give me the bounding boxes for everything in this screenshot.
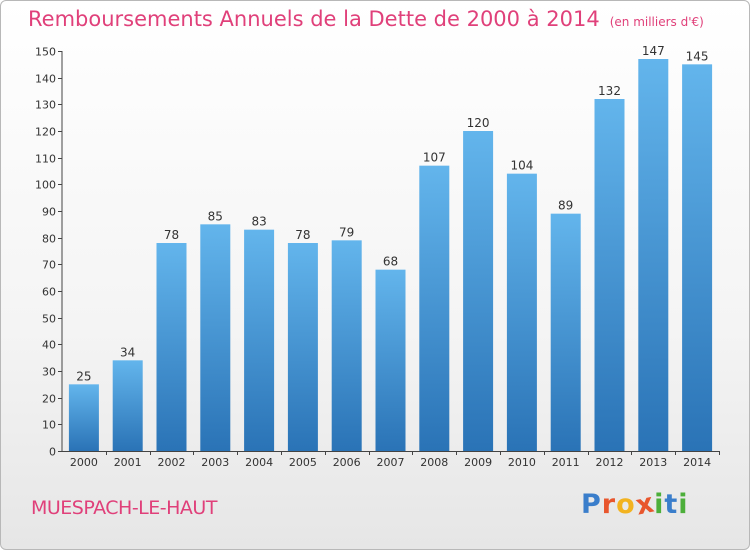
x-tick-label: 2007 — [377, 456, 405, 469]
data-label: 104 — [510, 159, 533, 173]
logo-letter: r — [601, 489, 617, 520]
bar-2007 — [375, 269, 406, 451]
bar-2003 — [200, 224, 231, 451]
y-tick-label: 80 — [42, 233, 56, 246]
bar-2013 — [638, 59, 669, 451]
chart-bars — [68, 59, 713, 452]
logo-letter: o — [616, 489, 636, 520]
x-tick-label: 2010 — [508, 456, 536, 469]
bar-2010 — [506, 173, 537, 451]
x-tick-label: 2008 — [420, 456, 448, 469]
bar-2011 — [550, 213, 581, 451]
x-tick-label: 2004 — [245, 456, 273, 469]
x-tick-label: 2011 — [552, 456, 580, 469]
chart-data-labels: 25 34 78 85 83 78 79 68 107 120 104 89 132 147 145 — [76, 44, 708, 383]
logo-letter: t — [664, 489, 679, 520]
x-tick-label: 2013 — [639, 456, 667, 469]
y-tick-label: 70 — [42, 259, 56, 272]
data-label: 34 — [120, 345, 135, 359]
data-label: 120 — [467, 116, 490, 130]
x-tick-label: 2002 — [158, 456, 186, 469]
logo-letter: i — [654, 489, 665, 520]
data-label: 145 — [686, 49, 709, 63]
y-tick-label: 140 — [35, 73, 56, 86]
data-label: 68 — [383, 255, 398, 269]
x-tick-label: 2006 — [333, 456, 361, 469]
data-label: 132 — [598, 84, 621, 98]
bar-2004 — [244, 229, 275, 451]
bar-2012 — [594, 99, 625, 451]
y-tick-label: 90 — [42, 206, 56, 219]
data-label: 107 — [423, 151, 446, 165]
data-label: 79 — [339, 225, 354, 239]
proxiti-logo: Proxiti — [581, 487, 689, 521]
data-label: 25 — [76, 369, 91, 383]
bar-2009 — [463, 131, 494, 451]
data-label: 89 — [558, 199, 573, 213]
data-label: 85 — [208, 209, 223, 223]
bar-2001 — [112, 360, 143, 451]
y-tick-label: 150 — [35, 46, 56, 59]
x-tick-label: 2005 — [289, 456, 317, 469]
bar-2006 — [331, 240, 362, 451]
y-tick-label: 130 — [35, 99, 56, 112]
logo-letter: P — [581, 489, 602, 520]
y-tick-label: 110 — [35, 153, 56, 166]
data-label: 78 — [164, 228, 179, 242]
chart-title: Remboursements Annuels de la Dette de 20… — [28, 7, 704, 31]
bar-2014 — [682, 64, 713, 452]
chart-axes: 0 10 20 30 40 50 60 70 80 90 100 110 120 130 140 150 200… — [35, 46, 720, 469]
x-tick-label: 2009 — [464, 456, 492, 469]
y-tick-label: 60 — [42, 286, 56, 299]
x-tick-label: 2014 — [683, 456, 711, 469]
y-tick-label: 10 — [42, 419, 56, 432]
data-label: 147 — [642, 44, 665, 58]
chart-subtitle: (en milliers d'€) — [609, 15, 704, 29]
x-tick-label: 2003 — [201, 456, 229, 469]
bar-2005 — [287, 243, 318, 451]
data-label: 83 — [251, 215, 266, 229]
bar-2008 — [419, 165, 450, 451]
data-label: 78 — [295, 228, 310, 242]
x-tick-label: 2000 — [70, 456, 98, 469]
title-text: Remboursements Annuels de la Dette de 20… — [28, 7, 600, 31]
x-tick-label: 2012 — [596, 456, 624, 469]
y-tick-label: 50 — [42, 313, 56, 326]
y-tick-label: 120 — [35, 126, 56, 139]
bar-2002 — [156, 243, 187, 451]
y-tick-label: 0 — [49, 446, 56, 459]
y-tick-label: 20 — [42, 393, 56, 406]
bar-2000 — [68, 384, 99, 451]
y-tick-label: 30 — [42, 366, 56, 379]
commune-name: MUESPACH-LE-HAUT — [31, 497, 217, 519]
y-tick-label: 40 — [42, 339, 56, 352]
logo-letter: i — [678, 489, 689, 520]
y-tick-label: 100 — [35, 179, 56, 192]
x-tick-label: 2001 — [114, 456, 142, 469]
